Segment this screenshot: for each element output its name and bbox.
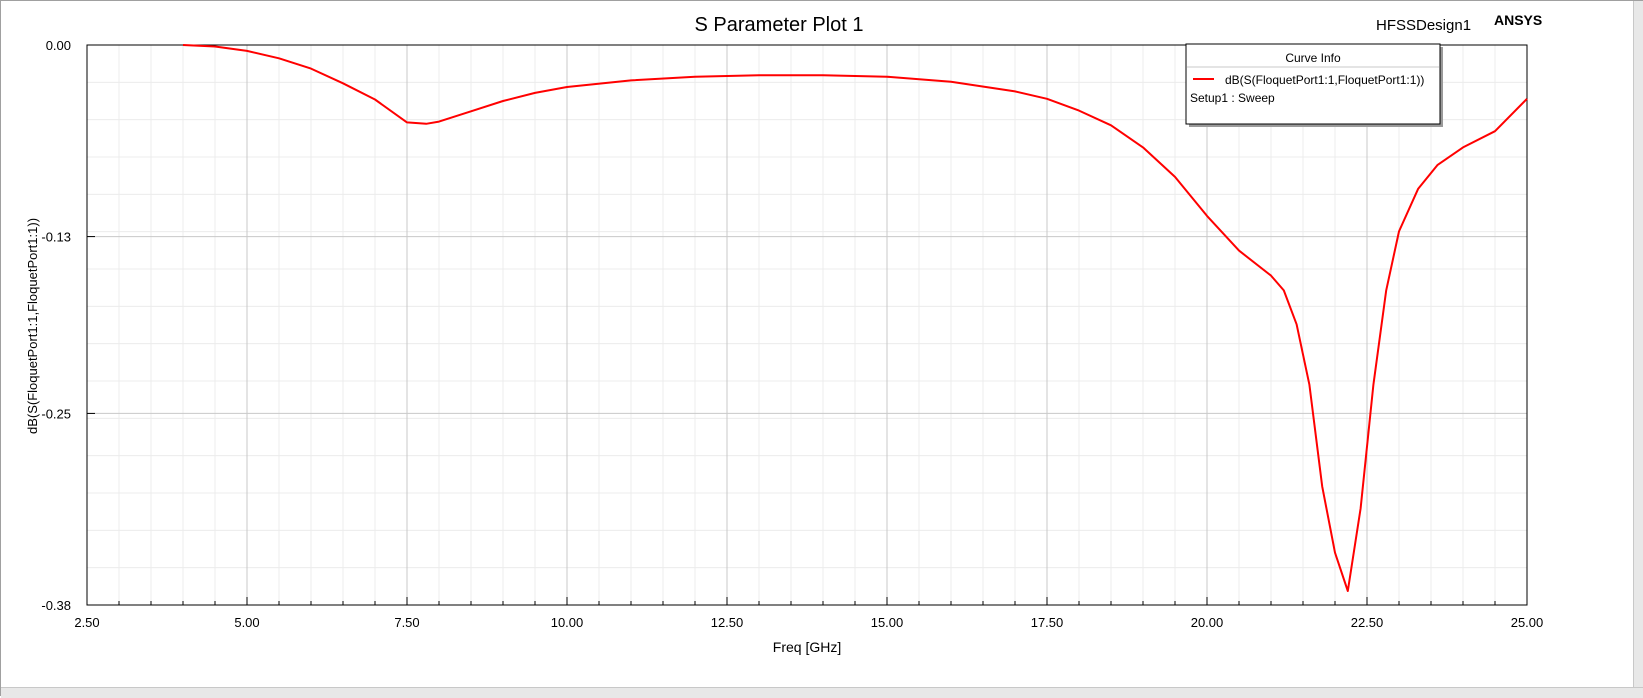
x-tick-label: 12.50 <box>711 615 744 630</box>
vertical-scrollbar[interactable] <box>1633 1 1643 697</box>
y-ticks: 0.00 -0.13 -0.25 -0.38 <box>41 38 95 613</box>
x-tick-label: 10.00 <box>551 615 584 630</box>
x-tick-label: 22.50 <box>1351 615 1384 630</box>
x-axis-label: Freq [GHz] <box>773 639 841 655</box>
x-tick-label: 17.50 <box>1031 615 1064 630</box>
x-tick-label: 2.50 <box>74 615 99 630</box>
legend-title: Curve Info <box>1285 51 1341 65</box>
series-line <box>182 44 1528 592</box>
y-tick-label: 0.00 <box>46 38 71 53</box>
legend[interactable]: Curve Info dB(S(FloquetPort1:1,FloquetPo… <box>1185 43 1443 127</box>
y-tick-label: -0.25 <box>41 406 71 421</box>
legend-series-name: dB(S(FloquetPort1:1,FloquetPort1:1)) <box>1225 73 1424 87</box>
design-name: HFSSDesign1 <box>1376 17 1471 34</box>
s-parameter-chart: 2.50 5.00 7.50 10.00 12.50 15.00 17.50 20.00 22.… <box>25 12 1543 655</box>
y-tick-label: -0.38 <box>41 598 71 613</box>
x-tick-label: 25.00 <box>1511 615 1544 630</box>
x-ticks: 2.50 5.00 7.50 10.00 12.50 15.00 17.50 20.00 22.… <box>74 597 1543 630</box>
x-tick-label: 15.00 <box>871 615 904 630</box>
ansys-logo: ANSYS <box>1494 12 1542 28</box>
x-tick-label: 5.00 <box>234 615 259 630</box>
series-layer <box>182 44 1528 592</box>
legend-series-setup: Setup1 : Sweep <box>1190 91 1275 105</box>
y-tick-label: -0.13 <box>41 230 71 245</box>
chart-title: S Parameter Plot 1 <box>695 14 864 36</box>
horizontal-scrollbar[interactable] <box>1 687 1643 698</box>
x-tick-label: 20.00 <box>1191 615 1224 630</box>
plot-area[interactable] <box>87 45 1527 605</box>
y-axis-label: dB(S(FloquetPort1:1,FloquetPort1:1)) <box>25 218 40 434</box>
legend-box <box>1185 43 1441 125</box>
plot-border <box>86 44 1528 606</box>
x-tick-label: 7.50 <box>394 615 419 630</box>
